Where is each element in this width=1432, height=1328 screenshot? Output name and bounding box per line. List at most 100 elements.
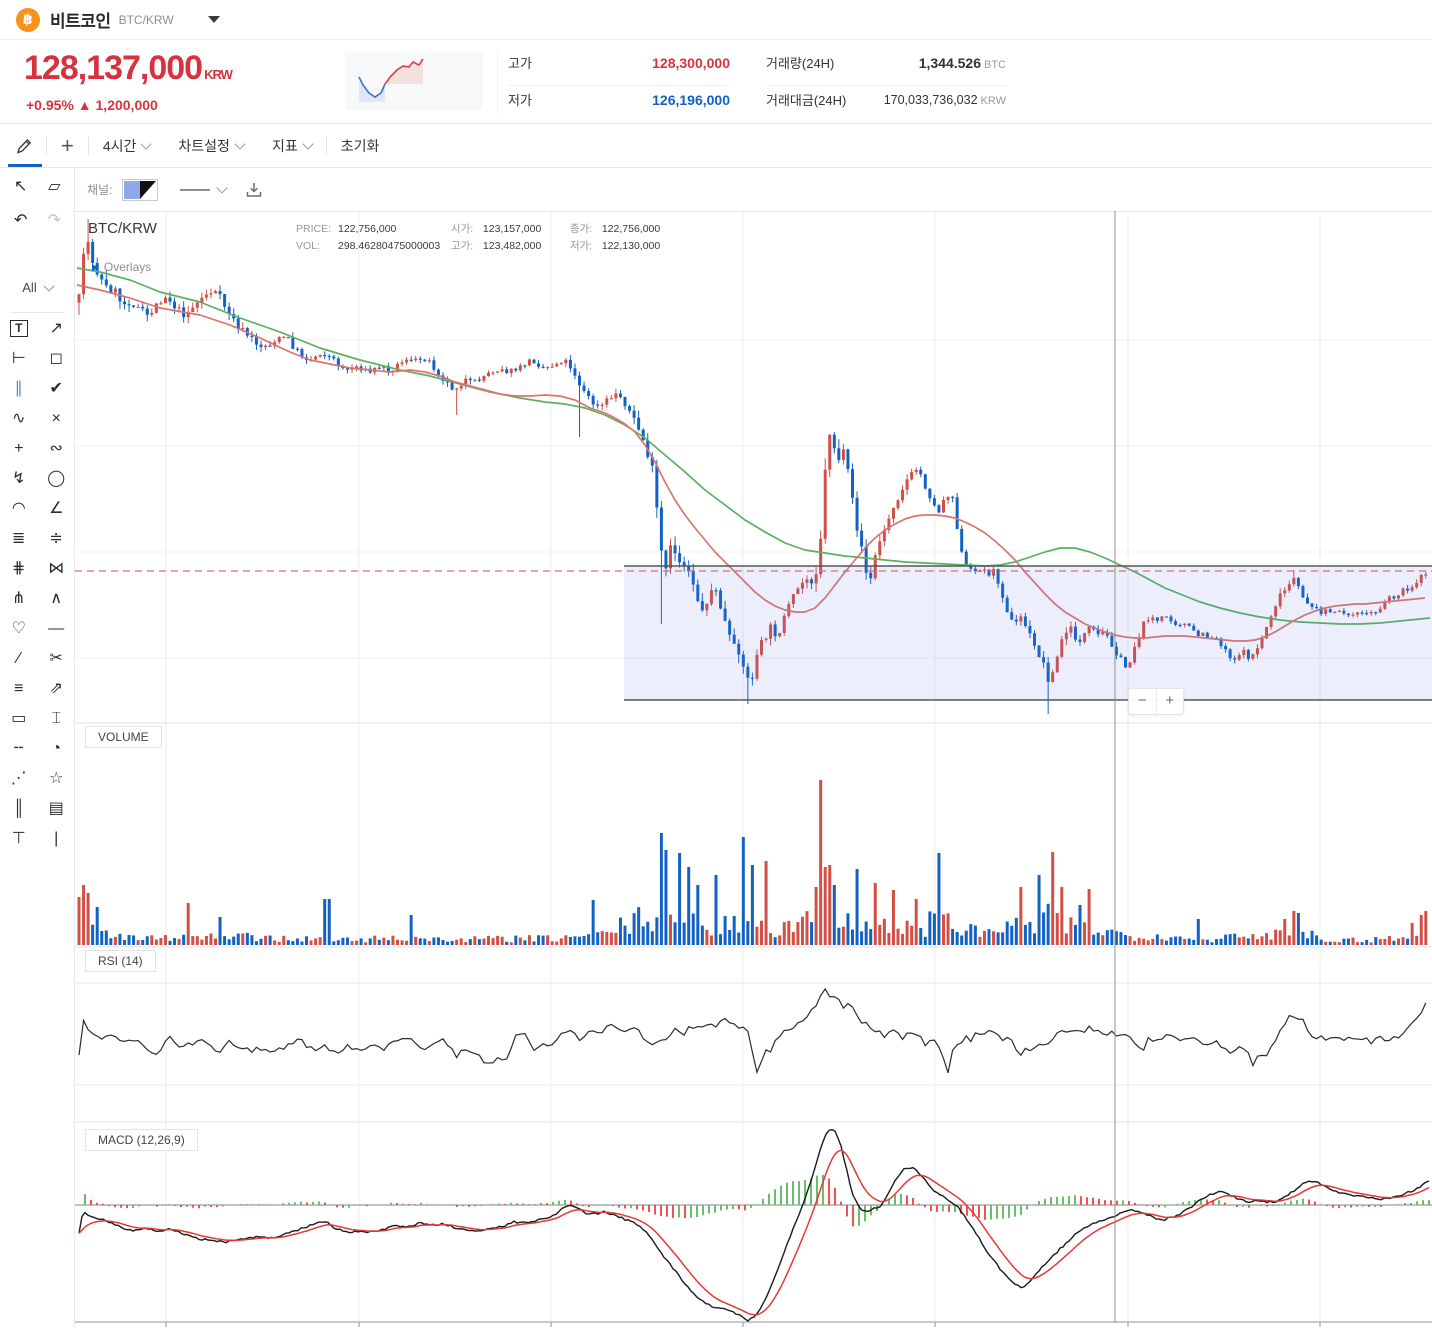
vertical-lines-tool[interactable]: ║ bbox=[13, 800, 25, 817]
arrow-tool[interactable]: ↗ bbox=[49, 320, 63, 337]
gridlines bbox=[75, 211, 1432, 1327]
candles bbox=[77, 219, 1428, 714]
check-tool[interactable]: ✔ bbox=[49, 380, 63, 397]
multi-line-tool[interactable]: ≡ bbox=[14, 680, 24, 697]
line-style-sample bbox=[180, 188, 211, 191]
chevron-down-icon bbox=[216, 181, 229, 194]
drawing-tools-sidebar: ↖ ▱ ↶ ↷ All T ↗ ⊢ ◻ ∥ ✔ ∿ × + ∾ ↯ ◯ ◠ ∠ ≣ ≑ ⋕ ⋈ ⋔ ∧ ♡ — ∕ ✂ ≡ ⇗ ▭ ⌶… bbox=[0, 168, 75, 1328]
callout-tool[interactable]: ◻ bbox=[49, 350, 63, 367]
angle-tool[interactable]: ∧ bbox=[50, 590, 63, 607]
divider bbox=[325, 136, 327, 155]
chevron-down-icon bbox=[234, 137, 246, 150]
channel-drawing bbox=[75, 565, 1432, 701]
divider bbox=[10, 312, 65, 313]
moving-averages bbox=[76, 267, 1431, 642]
rsi-line bbox=[78, 987, 1427, 1075]
bitcoin-logo: ฿ bbox=[16, 7, 40, 32]
fan-lines-tool[interactable]: ⋔ bbox=[12, 590, 26, 607]
cross-tool[interactable]: + bbox=[14, 440, 24, 457]
ray-tool[interactable]: ∕ bbox=[17, 650, 21, 667]
fib-retracement-tool[interactable]: ≣ bbox=[12, 530, 26, 547]
macd-pane-label: MACD (12,26,9) bbox=[85, 1129, 198, 1151]
fib-arc-tool[interactable]: ◠ bbox=[11, 500, 26, 517]
dashed-line-tool[interactable]: ╌ bbox=[13, 740, 24, 757]
ellipse-tool[interactable]: ◯ bbox=[47, 470, 66, 487]
rsi-pane-label: RSI (14) bbox=[85, 950, 156, 972]
tool-grid: T ↗ ⊢ ◻ ∥ ✔ ∿ × + ∾ ↯ ◯ ◠ ∠ ≣ ≑ ⋕ ⋈ ⋔ ∧ ♡ — ∕ ✂ ≡ ⇗ ▭ ⌶ ╌ ◔ ⋰ ☆ ║ ▤ ⊤ | bbox=[0, 320, 75, 848]
drawing-settings-row: 채널: bbox=[0, 168, 1432, 211]
header-divider bbox=[497, 51, 498, 113]
line-tool[interactable]: — bbox=[48, 620, 65, 637]
add-chart-button[interactable]: + bbox=[61, 132, 74, 158]
price-summary: 128,137,000 KRW +0.95% ▲ 1,200,000 고가 128… bbox=[0, 41, 1432, 124]
currency-unit: KRW bbox=[204, 67, 233, 82]
color-swatch-icon bbox=[124, 180, 157, 199]
macd-lines bbox=[78, 1128, 1430, 1322]
text-tool[interactable]: T bbox=[9, 320, 28, 337]
chart-symbol-label: BTC/KRW bbox=[88, 220, 157, 237]
price-change: +0.95% ▲ 1,200,000 bbox=[26, 97, 158, 113]
ruler-tool[interactable]: ▱ bbox=[48, 178, 61, 195]
delete-tool[interactable]: × bbox=[51, 410, 61, 427]
arc-tool[interactable]: ◔ bbox=[51, 740, 62, 757]
zoom-in-button[interactable]: + bbox=[1165, 692, 1175, 709]
dotted-trend-tool[interactable]: ⇗ bbox=[49, 680, 63, 697]
timeframe-select[interactable]: 4시간 bbox=[89, 124, 165, 167]
chart-toolbar: + 4시간 차트설정 지표 초기화 bbox=[0, 124, 1432, 168]
download-icon bbox=[247, 182, 262, 197]
volume-bars bbox=[77, 780, 1428, 945]
price-chart-svg[interactable] bbox=[75, 211, 1432, 1328]
wave-tool[interactable]: ∿ bbox=[12, 410, 26, 427]
redo-button[interactable]: ↷ bbox=[47, 212, 62, 229]
stat-volume: 거래량(24H) 1,344.526 BTC bbox=[766, 54, 1006, 72]
play-icon: ▶ bbox=[92, 261, 99, 272]
pitchfork-tool[interactable]: ⋈ bbox=[48, 560, 65, 577]
stat-high: 고가 128,300,000 bbox=[508, 54, 730, 72]
btc-icon: ฿ bbox=[22, 10, 35, 28]
text-note-tool[interactable]: ⊤ bbox=[11, 830, 26, 847]
coin-pair: BTC/KRW bbox=[118, 12, 174, 27]
stat-value-traded: 거래대금(24H) 170,033,736,032 KRW bbox=[766, 92, 1006, 109]
overlays-toggle[interactable]: ▶ Overlays bbox=[92, 260, 152, 274]
chart-area[interactable] bbox=[75, 211, 1432, 1328]
crossed-lines-tool[interactable]: ✂ bbox=[49, 650, 63, 667]
rays-tool[interactable]: ⋰ bbox=[10, 770, 27, 787]
divider bbox=[46, 136, 47, 155]
horizontal-line-tool[interactable]: ⊢ bbox=[11, 350, 26, 367]
zigzag-tool[interactable]: ↯ bbox=[12, 470, 26, 487]
chevron-down-icon bbox=[43, 279, 55, 292]
undo-button[interactable]: ↶ bbox=[13, 212, 28, 229]
cursor-tool[interactable]: ↖ bbox=[13, 178, 28, 195]
divider bbox=[87, 136, 89, 155]
ohlc-readout: PRICE: 122,756,000 시가: 123,157,000 종가: 122,… bbox=[296, 223, 661, 252]
market-dropdown-caret[interactable] bbox=[207, 16, 220, 23]
indicators-menu[interactable]: 지표 bbox=[258, 124, 326, 167]
reset-button[interactable]: 초기화 bbox=[340, 137, 380, 154]
fib-extension-tool[interactable]: ≑ bbox=[49, 530, 63, 547]
zoom-out-button[interactable]: − bbox=[1129, 689, 1157, 714]
draw-tool-button[interactable] bbox=[0, 124, 46, 167]
zoom-controls: − + bbox=[1128, 688, 1184, 715]
download-chart-button[interactable] bbox=[244, 180, 264, 200]
channel-label: 채널: bbox=[87, 183, 113, 197]
tool-filter-select[interactable]: All bbox=[0, 279, 75, 295]
current-price: 128,137,000 KRW bbox=[24, 49, 233, 87]
date-range-tool[interactable]: ⌶ bbox=[51, 710, 62, 727]
grid-tool[interactable]: ▤ bbox=[48, 800, 64, 817]
vertical-bar-tool[interactable]: | bbox=[54, 830, 59, 847]
chart-settings-menu[interactable]: 차트설정 bbox=[164, 124, 258, 167]
heart-tool[interactable]: ♡ bbox=[11, 620, 26, 637]
macd-histogram bbox=[84, 1174, 1430, 1227]
channel-color-swatch[interactable] bbox=[122, 178, 159, 201]
parallel-channel-tool[interactable]: ∥ bbox=[14, 380, 23, 397]
gann-box-tool[interactable]: ⋕ bbox=[12, 560, 26, 577]
fib-fan-tool[interactable]: ∠ bbox=[49, 500, 64, 517]
pencil-icon bbox=[16, 138, 32, 154]
brush-tool[interactable]: ∾ bbox=[49, 440, 63, 457]
star-tool[interactable]: ☆ bbox=[49, 770, 64, 787]
divider bbox=[766, 85, 1006, 86]
coin-name: 비트코인 bbox=[50, 12, 111, 31]
line-style-select[interactable] bbox=[180, 181, 229, 194]
rectangle-tool[interactable]: ▭ bbox=[11, 710, 27, 727]
volume-pane-label: VOLUME bbox=[85, 726, 162, 748]
